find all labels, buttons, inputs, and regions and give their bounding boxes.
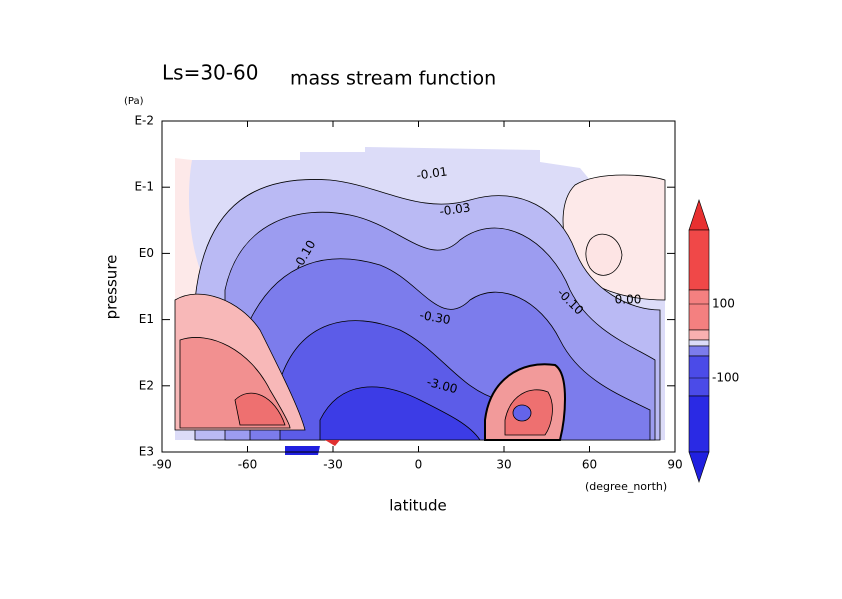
x-tick-label: 60 bbox=[582, 458, 597, 472]
y-tick-label: E-1 bbox=[134, 180, 154, 194]
colorbar-segment bbox=[688, 339, 710, 347]
colorbar-cap bbox=[688, 199, 710, 231]
colorbar-segment bbox=[688, 345, 710, 357]
y-unit: (Pa) bbox=[124, 96, 144, 107]
x-tick-label: 0 bbox=[415, 458, 423, 472]
x-tick-label: -90 bbox=[152, 458, 172, 472]
colorbar-segment bbox=[688, 289, 710, 331]
chart-subtitle: mass stream function bbox=[290, 68, 496, 90]
colorbar-segment bbox=[688, 395, 710, 453]
chart-title: Ls=30-60 bbox=[162, 61, 258, 85]
colorbar-tick-label: 100 bbox=[712, 297, 735, 311]
colorbar-cap bbox=[688, 451, 710, 483]
y-tick-label: E2 bbox=[139, 378, 154, 392]
region bbox=[512, 404, 532, 422]
x-unit: (degree_north) bbox=[585, 480, 667, 493]
colorbar bbox=[688, 199, 710, 483]
region bbox=[562, 174, 666, 301]
region bbox=[585, 233, 623, 276]
y-axis-label: pressure bbox=[103, 255, 121, 320]
contour-label: -0.03 bbox=[439, 200, 472, 218]
colorbar-tick-label: -100 bbox=[712, 371, 739, 385]
region bbox=[234, 392, 286, 426]
contour-label: 0.00 bbox=[615, 293, 642, 307]
colorbar-segment bbox=[688, 355, 710, 397]
x-tick-label: -60 bbox=[238, 458, 258, 472]
x-tick-label: -30 bbox=[323, 458, 343, 472]
x-axis-label: latitude bbox=[389, 497, 447, 515]
region bbox=[175, 158, 210, 300]
contour-label: -0.30 bbox=[419, 308, 452, 327]
colorbar-segment bbox=[688, 229, 710, 291]
x-tick-label: 90 bbox=[667, 458, 682, 472]
y-tick-label: E0 bbox=[139, 246, 154, 260]
region bbox=[325, 440, 340, 446]
y-tick-label: E3 bbox=[139, 445, 154, 459]
colorbar-segment bbox=[688, 329, 710, 341]
contour-fill bbox=[174, 147, 666, 455]
region bbox=[319, 386, 481, 441]
x-tick-label: 30 bbox=[496, 458, 511, 472]
y-tick-label: E-2 bbox=[134, 114, 154, 128]
y-tick-label: E1 bbox=[139, 312, 154, 326]
contour-label: -0.01 bbox=[416, 164, 449, 182]
region bbox=[285, 446, 320, 455]
